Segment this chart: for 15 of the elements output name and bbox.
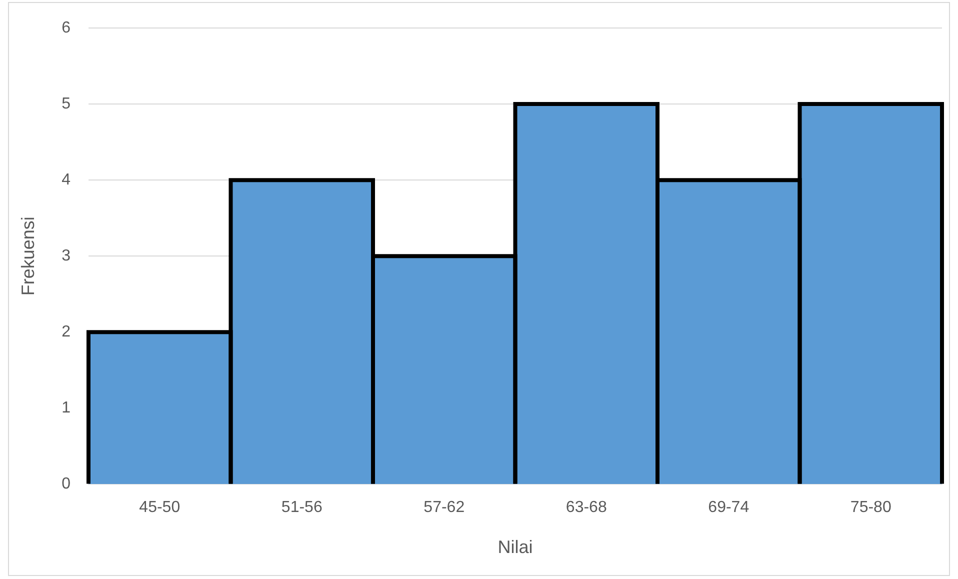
x-tick-label: 57-62 (424, 499, 465, 516)
x-tick-label: 51-56 (281, 499, 322, 516)
x-axis-title: Nilai (498, 537, 533, 558)
y-tick-label: 6 (62, 19, 71, 36)
y-tick-label: 4 (62, 171, 71, 188)
y-tick-label: 2 (62, 324, 71, 341)
x-tick-label: 45-50 (139, 499, 180, 516)
x-tick-label: 69-74 (708, 499, 750, 516)
y-axis-title: Frekuensi (18, 216, 38, 296)
y-tick-label: 0 (62, 476, 71, 493)
y-tick-label: 1 (62, 400, 71, 417)
x-tick-label: 75-80 (850, 499, 892, 516)
x-tick-label: 63-68 (566, 499, 607, 516)
y-tick-label: 5 (62, 95, 71, 112)
y-tick-label: 3 (62, 248, 71, 265)
